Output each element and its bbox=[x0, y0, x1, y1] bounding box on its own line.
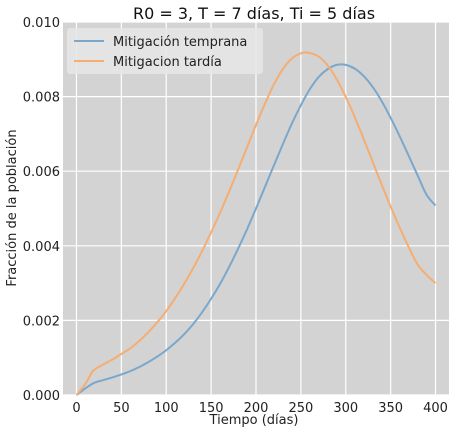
y-tick-label: 0.000 bbox=[23, 389, 60, 404]
x-tick-label: 400 bbox=[423, 401, 448, 416]
y-tick-label: 0.008 bbox=[23, 91, 60, 106]
x-tick-label: 100 bbox=[154, 401, 179, 416]
x-tick-label: 50 bbox=[113, 401, 130, 416]
chart-title: R0 = 3, T = 7 días, Ti = 5 días bbox=[133, 4, 375, 23]
series-line-0 bbox=[75, 63, 437, 396]
y-tick-label: 0.002 bbox=[23, 314, 60, 329]
x-tick-label: 300 bbox=[333, 401, 358, 416]
x-tick-label: 350 bbox=[378, 401, 403, 416]
x-tick-label: 250 bbox=[288, 401, 313, 416]
legend-label-late: Mitigacion tardía bbox=[113, 55, 222, 70]
y-axis-label: Fracción de la población bbox=[5, 129, 20, 286]
y-tick-label: 0.004 bbox=[23, 240, 60, 255]
x-tick-label: 200 bbox=[244, 401, 269, 416]
legend-label-early: Mitigación temprana bbox=[113, 35, 247, 50]
y-axis: 0.000 0.002 0.004 0.006 0.008 0.010 bbox=[23, 16, 60, 404]
y-tick-label: 0.010 bbox=[23, 16, 60, 31]
x-axis: 0 50 100 150 200 250 300 350 400 bbox=[72, 401, 448, 416]
grid-lines bbox=[63, 21, 449, 396]
x-axis-label: Tiempo (días) bbox=[209, 413, 299, 428]
legend-box bbox=[67, 28, 263, 74]
legend: Mitigación temprana Mitigacion tardía bbox=[67, 28, 263, 74]
series-line-1 bbox=[75, 51, 437, 396]
series-lines bbox=[75, 51, 437, 396]
y-tick-label: 0.006 bbox=[23, 165, 60, 180]
x-tick-label: 0 bbox=[72, 401, 80, 416]
x-tick-label: 150 bbox=[199, 401, 224, 416]
